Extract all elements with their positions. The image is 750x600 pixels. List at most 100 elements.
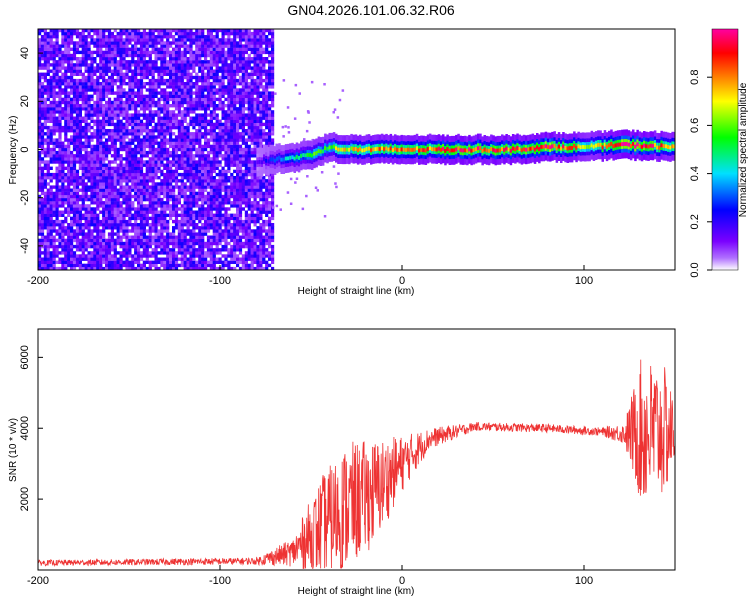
spectrogram-cell [148,254,152,258]
spectrogram-cell [163,207,167,211]
spectrogram-cell [40,41,45,45]
spectrogram-cell [247,254,251,258]
spectrogram-cell [52,50,56,55]
spectrogram-cell [189,82,193,86]
spectrogram-cell [84,47,88,51]
spectrogram-cell [209,132,213,136]
spectrogram-cell [84,141,88,145]
spectrogram-cell [227,66,231,70]
spectrogram-cell [75,260,80,264]
spectrogram-cell [43,35,47,39]
spectrogram-cell [75,194,80,199]
spectrogram-cell [221,188,225,192]
spectrogram-cell [183,138,187,142]
spectrogram-cell [113,141,117,145]
spectrogram-cell [142,232,146,236]
spectrogram-cell [198,260,202,264]
spectrogram-cell [137,31,141,36]
spectrogram-cell [38,150,42,155]
spectrogram-cell [163,60,167,64]
spectrogram-cell [142,213,146,217]
spectrogram-cell [87,223,91,227]
spectrogram-cell [55,219,59,224]
spectrogram-cell [90,213,94,217]
spectrogram-cell [105,216,109,221]
spectrogram-cell [134,29,138,33]
spectrogram-cell [67,119,71,123]
spectrogram-cell [70,194,74,199]
spectrogram-cell [125,47,129,51]
spectrogram-cell [157,185,161,189]
spectrogram-cell [160,50,164,55]
spectrogram-cell [72,29,77,33]
spectrogram-cell [192,251,196,255]
spectrogram-cell [247,75,251,80]
spectrogram-cell [142,207,146,211]
spectrogram-cell [233,157,237,161]
spectrogram-cell [172,207,176,211]
spectrogram-cell [125,229,129,233]
spectrogram-cell [236,235,240,239]
spectrogram-cell [148,229,152,233]
spectrogram-cell [224,53,228,58]
spectrogram-cell [166,94,170,98]
spectrogram-cell [110,235,114,239]
spectrogram-cell [206,204,211,208]
spectrogram-cell [64,53,68,58]
spectrogram-cell [58,129,62,133]
spectrogram-cell [67,100,71,105]
spectrogram-cell [151,113,155,117]
spectrogram-cell [154,235,158,239]
spectrogram-cell [40,176,45,180]
spectrogram-cell [212,94,216,98]
spectrogram-cell [46,116,50,120]
spectrogram-cell [180,116,184,120]
spectrogram-cell [55,125,59,130]
spectrogram-cell [116,107,120,111]
spectrogram-cell [238,94,243,98]
spectrogram-cell [125,107,129,111]
spectrogram-cell [78,50,82,55]
spectrogram-cell [110,69,114,73]
spectrogram-cell [160,238,164,243]
spectrogram-cell [221,29,225,33]
spectrogram-cell [221,197,225,202]
spectrogram-cell [113,78,117,83]
spectrogram-cell [125,204,129,208]
spectrogram-cell [93,260,97,264]
spectrogram-cell [87,122,91,127]
spectrogram-cell [55,150,59,155]
spectrogram-cell [38,75,42,80]
spectrogram-cell [215,172,219,177]
spectrogram-cell [102,238,106,243]
spectrogram-cell [40,201,45,205]
spectrogram-cell [233,104,237,108]
spectrogram-cell [58,29,62,33]
spectrogram-cell [87,194,91,199]
spectrogram-cell [52,31,56,36]
spectrogram-cell [122,229,126,233]
spectrogram-cells [38,29,675,270]
spectrogram-cell [70,141,74,145]
spectrogram-cell [105,219,109,224]
spectrogram-cell [206,163,211,167]
spectrogram-cell [233,244,237,249]
spectrogram-cell [131,125,135,130]
spectrogram-cell [46,138,50,142]
spectrogram-cell [198,210,202,214]
spectrogram-cell [227,47,231,51]
spectrogram-cell [46,210,50,214]
spectrogram-cell [93,160,97,164]
spectrogram-cell [247,235,251,239]
spectrogram-cell [52,244,56,249]
spectrogram-cell [90,107,94,111]
spectrogram-cell [212,219,216,224]
spectrogram-cell [198,122,202,127]
spectrogram-cell [163,179,167,183]
spectrogram-cell [244,107,248,111]
spectrogram-cell [49,29,53,33]
spectrogram-cell [218,223,222,227]
spectrogram-cell [192,57,196,61]
spectrogram-cell [78,207,82,211]
spectrogram-cell [137,53,141,58]
